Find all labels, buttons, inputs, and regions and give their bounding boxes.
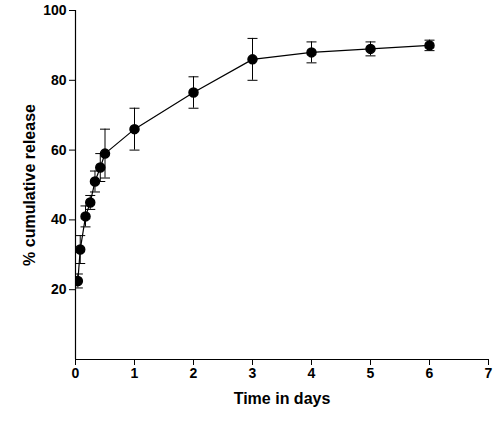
svg-text:20: 20 [51, 281, 67, 297]
svg-text:80: 80 [51, 72, 67, 88]
svg-text:7: 7 [485, 365, 493, 381]
svg-text:6: 6 [426, 365, 434, 381]
svg-text:40: 40 [51, 211, 67, 227]
svg-text:% cumulative release: % cumulative release [21, 104, 38, 266]
svg-text:5: 5 [367, 365, 375, 381]
svg-text:60: 60 [51, 142, 67, 158]
svg-text:100: 100 [43, 2, 67, 18]
svg-text:1: 1 [131, 365, 139, 381]
svg-text:4: 4 [308, 365, 316, 381]
svg-text:Time in days: Time in days [234, 390, 331, 407]
svg-text:2: 2 [190, 365, 198, 381]
svg-text:0: 0 [72, 365, 80, 381]
svg-text:3: 3 [249, 365, 257, 381]
